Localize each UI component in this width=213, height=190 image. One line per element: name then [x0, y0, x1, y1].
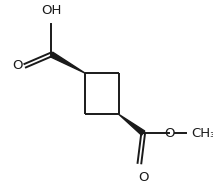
Text: OH: OH [41, 4, 62, 17]
Text: O: O [164, 127, 175, 140]
Text: O: O [12, 59, 23, 72]
Polygon shape [119, 114, 145, 135]
Text: O: O [138, 171, 148, 184]
Text: CH₃: CH₃ [191, 127, 213, 140]
Polygon shape [50, 52, 85, 73]
